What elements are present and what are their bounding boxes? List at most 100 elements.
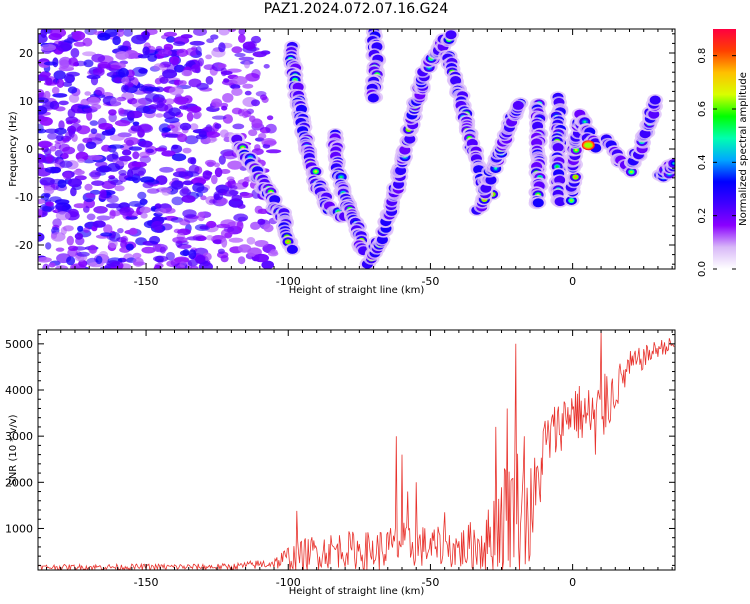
spectral-blob [44, 128, 59, 134]
spectral-blob [179, 261, 186, 268]
spectral-blob [210, 34, 219, 40]
spectral-blob [139, 151, 150, 158]
spectral-blob [236, 220, 244, 231]
spectral-blob [114, 119, 131, 127]
spectral-blob [218, 29, 230, 36]
spectral-blob [172, 57, 179, 68]
spectral-blob [92, 220, 106, 228]
spectral-blob [131, 166, 146, 176]
spectral-blob [55, 211, 71, 221]
spectral-blob [119, 45, 129, 51]
spectral-blob [212, 239, 224, 245]
spectral-blob [148, 104, 159, 110]
spectral-blob [163, 31, 178, 37]
spectral-blob [258, 133, 267, 140]
spectral-blob [110, 179, 123, 186]
spectral-blob [94, 161, 108, 168]
spectral-blob [42, 101, 55, 110]
colorbar-gradient [713, 29, 736, 269]
spectral-blob [50, 232, 66, 242]
y-tick-label: 10 [19, 95, 33, 108]
track-body [552, 143, 564, 152]
spectral-blob [131, 98, 147, 108]
spectral-blob [96, 67, 105, 73]
spectral-blob [65, 131, 75, 139]
spectral-blob [85, 141, 97, 149]
spectral-blob [228, 237, 244, 243]
track-peak [574, 175, 577, 179]
spectral-blob [73, 41, 86, 47]
x-axis-label: Height of straight line (km) [289, 285, 425, 296]
peak-hotspot [584, 142, 593, 148]
x-tick-label: -150 [134, 275, 159, 288]
colorbar-label: Normalized spectral amplitude [738, 72, 749, 226]
spectral-blob [171, 196, 184, 206]
spectral-blob [93, 206, 108, 214]
spectral-blob [147, 53, 158, 62]
spectral-blob [67, 86, 78, 94]
x-tick-label: -100 [276, 275, 301, 288]
y-tick-label: 0 [26, 143, 33, 156]
spectral-blob [63, 171, 72, 181]
spectral-blob [84, 183, 93, 191]
spectral-blob [142, 30, 150, 41]
spectral-blob [187, 157, 196, 164]
spectral-blob [58, 120, 65, 130]
track-body [269, 195, 281, 205]
spectral-blob [186, 112, 194, 122]
spectral-blob [227, 29, 236, 32]
spectral-blob [44, 166, 61, 174]
track-peak [583, 120, 587, 124]
track-body [554, 197, 566, 207]
spectral-blob [57, 179, 67, 188]
spectral-blob [121, 84, 129, 93]
spectral-blob [226, 68, 242, 73]
spectral-blob [202, 170, 212, 180]
spectral-blob [40, 29, 47, 38]
y-tick-label: 2000 [5, 476, 33, 489]
spectral-blob [163, 43, 174, 51]
spectral-blob [109, 209, 116, 219]
spectral-blob [220, 255, 229, 263]
spectral-blob [190, 177, 207, 186]
x-axis-label: Height of straight line (km) [289, 586, 425, 597]
spectral-blob [172, 171, 189, 178]
spectral-blob [204, 131, 221, 138]
spectral-blob [140, 212, 148, 219]
spectral-blob [55, 265, 68, 269]
spectral-blob [48, 33, 62, 41]
spectral-blob [39, 116, 53, 126]
spectral-blob [164, 98, 175, 105]
spectral-blob [265, 149, 282, 154]
spectral-blob [38, 208, 43, 219]
spectral-blob [211, 98, 223, 107]
spectral-blob [83, 205, 90, 213]
spectral-blob [174, 96, 188, 105]
spectral-blob [173, 64, 185, 73]
spectral-blob [195, 46, 202, 56]
spectral-blob [211, 115, 227, 120]
spectral-blob [112, 35, 121, 46]
spectral-blob [196, 192, 204, 197]
x-tick-label: -50 [421, 275, 439, 288]
spectral-blob [77, 158, 85, 163]
spectral-blob [221, 105, 228, 111]
spectral-blob [118, 169, 127, 176]
spectral-blob [132, 121, 140, 126]
y-tick-label: 5000 [5, 338, 33, 351]
spectral-blob [54, 127, 67, 135]
spectral-blob [109, 134, 125, 141]
spectral-blob [129, 227, 138, 236]
spectral-blob [138, 123, 152, 132]
track-peak [286, 240, 290, 243]
spectral-blob [251, 99, 260, 107]
track-peak [569, 199, 573, 202]
spectral-blob [86, 213, 96, 221]
spectral-blob [261, 260, 274, 269]
spectral-blob [82, 51, 96, 57]
track-body [639, 129, 651, 139]
spectral-blob [83, 59, 94, 68]
spectrogram-blobs [38, 29, 675, 269]
spectral-blob [214, 123, 222, 129]
